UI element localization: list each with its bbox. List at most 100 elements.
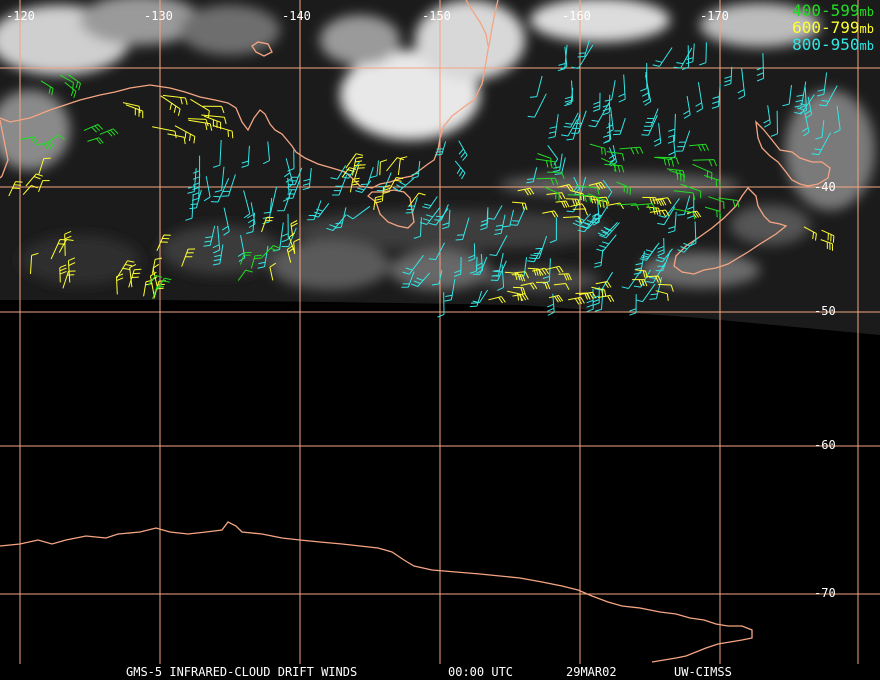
wind-barb bbox=[454, 160, 466, 180]
wind-barb bbox=[602, 179, 613, 199]
wind-barb bbox=[411, 272, 431, 287]
wind-barb bbox=[151, 257, 162, 274]
wind-barb bbox=[578, 291, 597, 300]
wind-barb bbox=[635, 283, 656, 303]
lon-label-140: -140 bbox=[282, 9, 311, 23]
wind-barb bbox=[22, 185, 38, 196]
wind-barb bbox=[491, 252, 504, 277]
wind-barb bbox=[686, 43, 695, 65]
wind-barb bbox=[566, 80, 574, 105]
wind-barb bbox=[545, 265, 564, 274]
wind-barb bbox=[593, 92, 601, 112]
wind-barb bbox=[290, 220, 298, 237]
pressure-legend-600: 600-799mb bbox=[792, 19, 874, 38]
australia-coast bbox=[0, 0, 499, 189]
wind-barb bbox=[345, 153, 364, 169]
wind-barb bbox=[673, 47, 693, 69]
lon-label-160: -160 bbox=[562, 9, 591, 23]
wind-barb bbox=[497, 264, 505, 291]
wind-barb bbox=[640, 242, 660, 260]
wind-barb bbox=[286, 245, 294, 263]
wind-barb bbox=[566, 112, 581, 141]
wind-barb bbox=[595, 281, 612, 289]
wind-barb bbox=[576, 185, 600, 195]
wind-barb bbox=[402, 255, 424, 275]
lon-label-130: -130 bbox=[144, 9, 173, 23]
wind-barb bbox=[608, 147, 615, 165]
wind-barb bbox=[537, 153, 552, 166]
wind-barb bbox=[794, 81, 807, 108]
wind-barb bbox=[689, 143, 710, 152]
wind-barb bbox=[472, 256, 488, 275]
wind-barb bbox=[770, 110, 778, 137]
wind-barb bbox=[20, 136, 39, 144]
wind-barb bbox=[284, 158, 294, 189]
wind-barb bbox=[577, 39, 590, 58]
wind-barb bbox=[692, 163, 713, 180]
wind-barb bbox=[38, 157, 51, 175]
wind-barb bbox=[346, 205, 371, 220]
wind-barb bbox=[262, 141, 270, 165]
wind-barb bbox=[420, 206, 441, 225]
wind-barb bbox=[666, 168, 686, 178]
wind-barb bbox=[641, 72, 650, 103]
wind-barb bbox=[288, 167, 303, 186]
wind-barb bbox=[257, 245, 269, 269]
wind-barb bbox=[613, 117, 626, 136]
wind-barb bbox=[181, 248, 196, 267]
wind-barb bbox=[724, 66, 733, 87]
wind-barb bbox=[667, 113, 676, 144]
wind-barb bbox=[185, 194, 194, 221]
wind-barb bbox=[547, 145, 559, 166]
wind-barb bbox=[683, 96, 691, 119]
wind-barb bbox=[507, 290, 522, 302]
wind-barb bbox=[704, 206, 721, 219]
wind-barb bbox=[592, 286, 600, 306]
legend-800-950-range: 800-950 bbox=[792, 35, 860, 54]
wind-barb bbox=[487, 205, 503, 220]
wind-barb bbox=[553, 283, 570, 290]
wind-barb bbox=[40, 80, 54, 96]
wind-barb bbox=[68, 74, 81, 91]
wind-barb bbox=[125, 104, 144, 119]
wind-barb bbox=[401, 271, 415, 288]
new-guinea-coast bbox=[251, 41, 273, 57]
wind-barb bbox=[591, 286, 607, 297]
wind-barb bbox=[128, 268, 142, 288]
wind-barb bbox=[652, 47, 673, 67]
lat-lon-grid bbox=[0, 0, 880, 664]
wind-barb bbox=[156, 234, 171, 252]
wind-barbs bbox=[8, 39, 841, 318]
wind-barb bbox=[642, 196, 659, 205]
new-zealand-south bbox=[673, 187, 788, 275]
wind-barb bbox=[444, 278, 456, 302]
wind-barb bbox=[83, 123, 104, 133]
wind-barb bbox=[677, 237, 698, 253]
wind-barb bbox=[603, 113, 611, 144]
wind-barb bbox=[422, 196, 438, 209]
wind-barb bbox=[737, 68, 746, 100]
wind-barb bbox=[811, 132, 831, 156]
wind-barb bbox=[718, 197, 740, 208]
wind-barb bbox=[803, 226, 817, 241]
wind-barb bbox=[392, 177, 415, 192]
wind-barb bbox=[794, 94, 815, 115]
wind-barb bbox=[687, 195, 695, 219]
wind-barb bbox=[604, 163, 625, 173]
wind-barb bbox=[581, 215, 601, 229]
wind-barb bbox=[617, 203, 640, 211]
wind-barb bbox=[833, 105, 841, 134]
wind-barb bbox=[261, 217, 274, 233]
wind-barb bbox=[630, 203, 656, 211]
wind-barb bbox=[116, 260, 135, 278]
wind-barb bbox=[657, 206, 676, 226]
wind-barb bbox=[616, 181, 631, 195]
wind-barb bbox=[243, 190, 251, 219]
wind-barb bbox=[619, 146, 644, 155]
wind-barb bbox=[675, 130, 691, 152]
wind-barb bbox=[756, 53, 765, 82]
wind-barb bbox=[599, 222, 620, 239]
lat-label-70: -70 bbox=[814, 586, 836, 600]
legend-400-599-unit: mb bbox=[859, 5, 874, 19]
wind-barb bbox=[782, 85, 792, 107]
